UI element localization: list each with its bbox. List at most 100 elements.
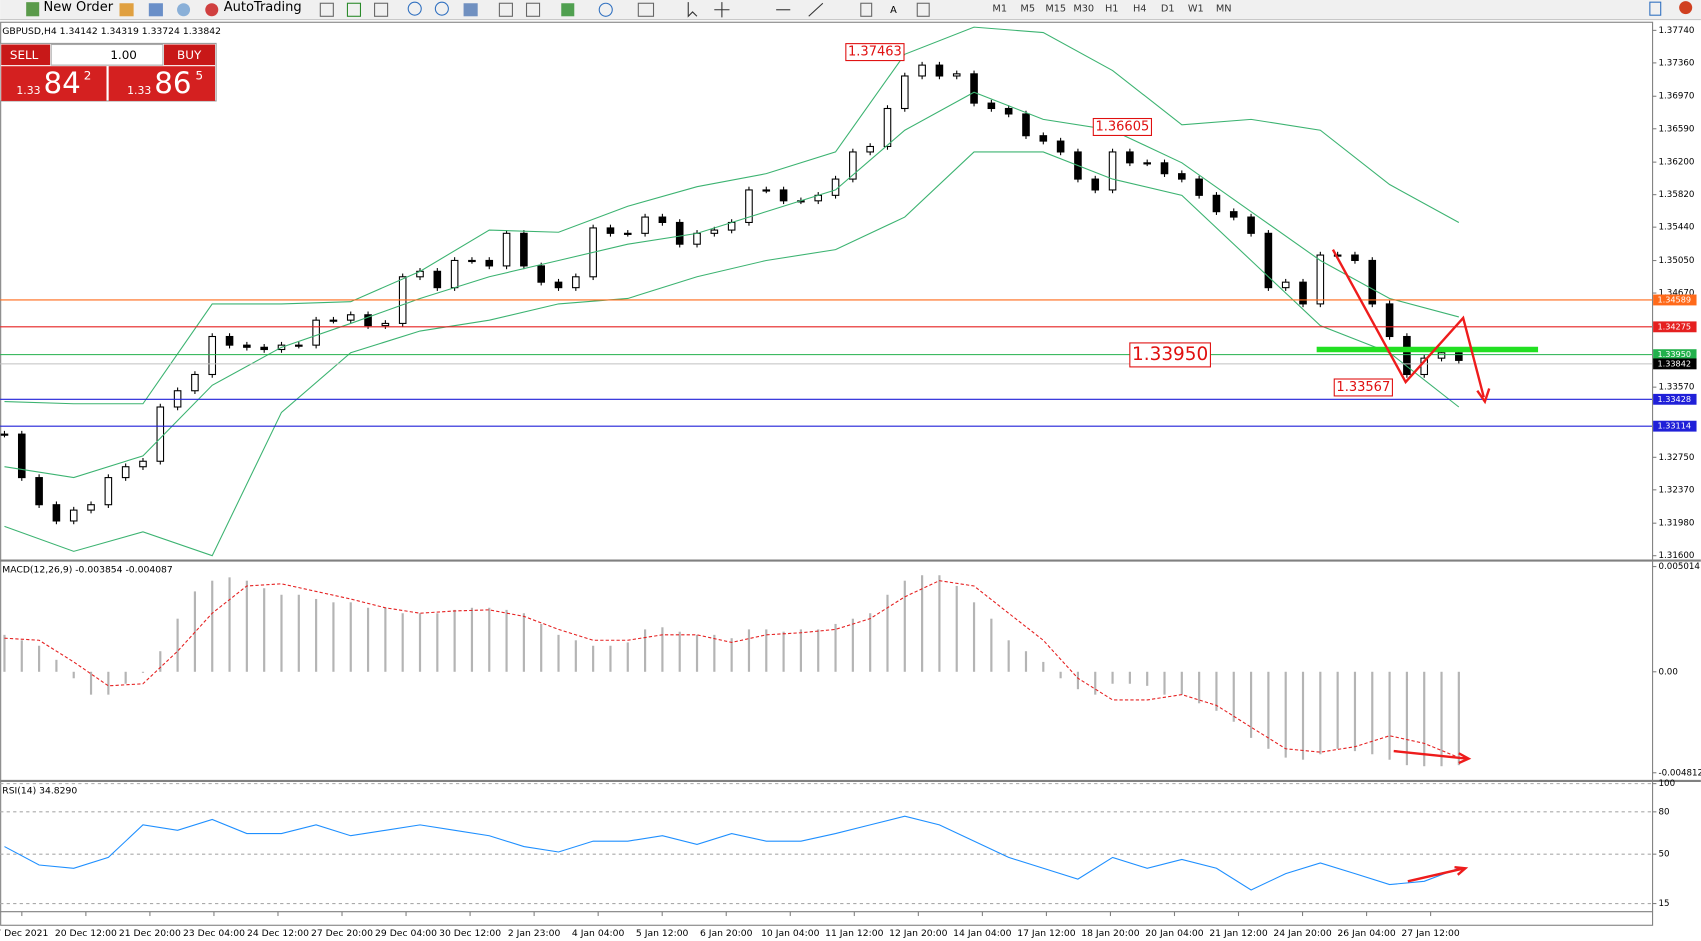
- toolbar-icon[interactable]: [561, 3, 575, 17]
- toolbar-icon[interactable]: [148, 3, 163, 17]
- candle: [468, 259, 476, 263]
- histogram-bar: [730, 638, 733, 672]
- forecast-arrow: [1331, 249, 1485, 398]
- toolbar-icon[interactable]: [319, 2, 334, 17]
- new-order-icon[interactable]: [26, 2, 40, 17]
- candle: [745, 189, 753, 224]
- toolbar-icon[interactable]: [598, 2, 613, 17]
- sell-button[interactable]: [1, 44, 51, 66]
- series-line: [4, 580, 1460, 759]
- toolbar-icon[interactable]: [119, 3, 134, 17]
- timeframe-button[interactable]: M30: [1073, 4, 1094, 15]
- timeframe-buttons: M1 M5 M15 M30 H1 H4 D1 W1 MN: [992, 4, 1231, 15]
- candle: [450, 259, 459, 289]
- time-label: 11 Jan 12:00: [825, 928, 884, 939]
- histogram-bar: [418, 613, 422, 672]
- histogram-bar: [401, 613, 404, 672]
- candle: [1229, 211, 1238, 218]
- toolbar-icon[interactable]: [916, 2, 930, 17]
- new-order-button[interactable]: New Order: [44, 0, 114, 15]
- time-label: 10 Jan 04:00: [761, 928, 820, 939]
- histogram-bar: [834, 623, 837, 672]
- histogram-bar: [55, 659, 58, 672]
- candle: [1056, 140, 1065, 153]
- histogram-bar: [557, 634, 560, 672]
- y-tick-label: 1.31600: [1659, 551, 1695, 561]
- time-label: 6 Jan 20:00: [700, 928, 753, 939]
- price-level-label: 1.33950: [1657, 349, 1691, 359]
- buy-button[interactable]: [164, 44, 216, 66]
- histogram-bar: [1371, 671, 1374, 755]
- toolbar-icon[interactable]: [637, 2, 655, 17]
- histogram-bar: [176, 618, 179, 672]
- timeframe-button[interactable]: H4: [1133, 4, 1147, 15]
- toolbar-icon[interactable]: [346, 2, 362, 17]
- timeframe-button[interactable]: H1: [1105, 4, 1119, 15]
- toolbar: [0, 0, 1701, 20]
- histogram-bar: [1024, 651, 1028, 672]
- timeframe-button[interactable]: M1: [992, 4, 1007, 15]
- candle: [849, 151, 857, 180]
- histogram-bar: [1146, 671, 1149, 686]
- toolbar-icon[interactable]: [463, 3, 478, 17]
- histogram-bar: [228, 577, 231, 672]
- toolbar-icon[interactable]: [525, 2, 541, 17]
- histogram-bar: [1440, 671, 1443, 767]
- y-tick-label: 1.36200: [1659, 158, 1695, 168]
- candle: [572, 276, 580, 289]
- histogram-bar: [1388, 671, 1391, 760]
- panel-title: RSI(14) 34.8290: [2, 786, 77, 797]
- histogram-bar: [851, 618, 854, 672]
- histogram-bar: [107, 671, 110, 695]
- price-level-label: 1.33842: [1657, 358, 1691, 368]
- alert-icon[interactable]: [1679, 1, 1693, 15]
- histogram-bar: [990, 618, 993, 672]
- toolbar-icon[interactable]: [498, 2, 513, 17]
- zoom-in-icon[interactable]: [407, 1, 422, 16]
- histogram-bar: [1336, 671, 1339, 749]
- timeframe-button[interactable]: MN: [1216, 4, 1232, 15]
- timeframe-button[interactable]: D1: [1161, 4, 1175, 15]
- time-label: 20 Dec 12:00: [55, 928, 117, 939]
- price-level-box: [1653, 420, 1697, 432]
- series-line: [4, 815, 1460, 891]
- trendline-icon[interactable]: [808, 2, 824, 17]
- toolbar-icon[interactable]: [177, 3, 191, 17]
- y-tick-label: 1.36590: [1659, 124, 1695, 134]
- panel-title: GBPUSD,H4 1.34142 1.34319 1.33724 1.3384…: [2, 26, 221, 37]
- histogram-bar: [955, 585, 958, 672]
- candle: [918, 64, 926, 77]
- timeframe-button[interactable]: M15: [1045, 4, 1066, 15]
- histogram-bar: [782, 631, 785, 672]
- candle: [762, 189, 771, 192]
- histogram-bar: [661, 627, 664, 672]
- toolbar-icon[interactable]: [860, 2, 873, 17]
- timeframe-button[interactable]: M5: [1020, 4, 1035, 15]
- ask-box[interactable]: [108, 66, 216, 101]
- candle: [139, 460, 147, 468]
- y-tick-label: 15: [1659, 899, 1670, 909]
- histogram-bar: [470, 607, 474, 672]
- bid-box[interactable]: [1, 66, 107, 101]
- candle: [243, 344, 251, 348]
- candle: [329, 319, 338, 322]
- candle: [156, 406, 165, 462]
- timeframe-button[interactable]: W1: [1188, 4, 1204, 15]
- price-annotation: 1.33950: [1132, 344, 1208, 365]
- time-label: 24 Jan 20:00: [1273, 928, 1332, 939]
- histogram-bar: [3, 634, 6, 672]
- lot-field[interactable]: [50, 43, 164, 66]
- search-icon[interactable]: [1649, 1, 1662, 16]
- text-tool[interactable]: A: [890, 5, 897, 16]
- toolbar-icon[interactable]: [374, 2, 389, 17]
- zoom-out-icon[interactable]: [434, 1, 449, 16]
- autotrading-icon[interactable]: [205, 3, 219, 17]
- candle: [1004, 107, 1013, 115]
- histogram-bar: [921, 575, 924, 672]
- histogram-bar: [332, 602, 335, 672]
- crosshair-icon[interactable]: [714, 2, 730, 18]
- y-tick-label: 1.37360: [1659, 58, 1695, 68]
- autotrading-button[interactable]: AutoTrading: [224, 0, 302, 15]
- cursor-icon[interactable]: [687, 2, 698, 18]
- histogram-bar: [366, 607, 370, 672]
